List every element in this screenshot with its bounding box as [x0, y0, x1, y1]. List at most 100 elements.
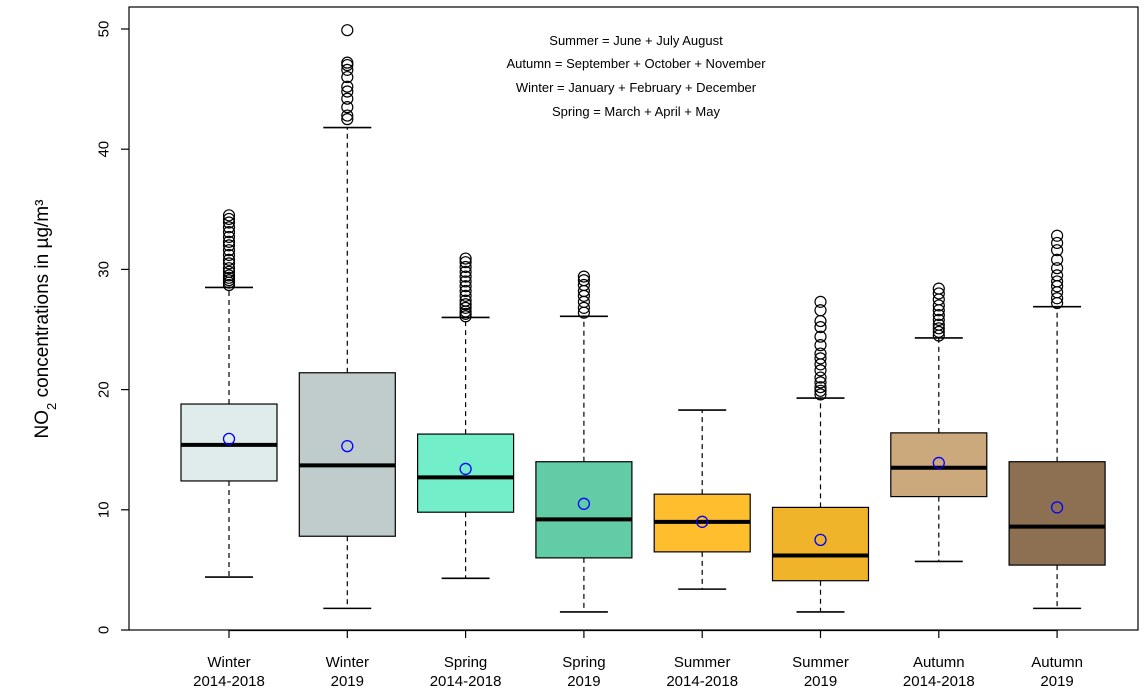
- outlier-point: [222, 230, 236, 244]
- outlier-point: [459, 298, 472, 311]
- y-tick-label: 50: [96, 21, 113, 38]
- outlier-point: [222, 235, 236, 248]
- box-group: [298, 24, 396, 610]
- plot-frame: [128, 6, 1139, 631]
- boxes: [180, 24, 1106, 613]
- outlier-point: [222, 216, 236, 229]
- box-iqr: [180, 403, 278, 482]
- outlier-point: [341, 80, 354, 93]
- outlier-point: [814, 352, 827, 365]
- box-group: [890, 282, 988, 563]
- outlier-point: [459, 256, 472, 269]
- outlier-point: [222, 262, 236, 275]
- box-iqr: [890, 432, 988, 498]
- outlier-point: [222, 244, 236, 257]
- x-tick-label-line2: 2019: [331, 673, 364, 690]
- y-tick-label: 20: [96, 381, 113, 398]
- box-group: [180, 209, 278, 578]
- mean-marker: [932, 456, 945, 470]
- outlier-point: [341, 92, 354, 105]
- outlier-point: [459, 284, 472, 298]
- outlier-point: [459, 289, 472, 302]
- outlier-point: [1050, 262, 1064, 275]
- outlier-point: [1050, 253, 1064, 266]
- outlier-point: [814, 388, 827, 401]
- outlier-point: [577, 301, 591, 314]
- x-tick-label-line1: Autumn: [913, 654, 965, 671]
- outlier-point: [814, 295, 827, 308]
- outlier-point: [814, 320, 827, 334]
- outlier-point: [341, 70, 354, 84]
- outlier-point: [459, 260, 472, 274]
- y-axis-label-suffix: concentrations in µg/m³: [32, 200, 53, 403]
- outlier-point: [222, 257, 236, 270]
- outlier-point: [341, 113, 354, 126]
- outlier-point: [341, 56, 354, 69]
- x-tick-label-line2: 2014-2018: [193, 673, 265, 690]
- outlier-point: [932, 299, 945, 312]
- outlier-point: [1050, 275, 1064, 288]
- x-tick-label-line2: 2019: [567, 673, 600, 690]
- outlier-point: [222, 253, 236, 266]
- outlier-point: [577, 270, 591, 283]
- season-definition-line: Summer = June + July August: [549, 33, 723, 48]
- y-tick-label: 10: [96, 501, 113, 518]
- outlier-point: [932, 313, 945, 326]
- mean-marker: [696, 515, 709, 528]
- box-group: [653, 409, 751, 590]
- box-iqr: [417, 433, 515, 513]
- outlier-point: [341, 109, 354, 122]
- x-axis-labels: Winter 2014-2018 Winter 2019 Spring 2014-2018…: [193, 629, 1083, 690]
- outlier-point: [222, 265, 236, 278]
- outlier-point: [814, 376, 827, 389]
- mean-marker: [341, 439, 354, 453]
- outlier-point: [1050, 229, 1064, 242]
- mean-marker: [1050, 501, 1064, 514]
- x-tick-label-line2: 2014-2018: [903, 673, 975, 690]
- mean-marker: [577, 497, 591, 510]
- outlier-point: [341, 63, 354, 76]
- outlier-point: [814, 384, 827, 397]
- outlier-point: [459, 280, 472, 293]
- outlier-point: [932, 308, 945, 322]
- outlier-point: [932, 287, 945, 300]
- mean-marker: [222, 432, 236, 446]
- box-group: [535, 270, 633, 613]
- mean-marker: [814, 533, 827, 546]
- outlier-point: [814, 347, 827, 360]
- outlier-point: [459, 265, 472, 278]
- box-iqr: [771, 506, 870, 582]
- box-group: [417, 252, 515, 580]
- outlier-point: [577, 278, 591, 292]
- outlier-point: [222, 209, 236, 222]
- outlier-point: [459, 301, 472, 314]
- x-tick-label-line1: Winter: [326, 654, 369, 671]
- y-axis: 0 10 20 30 40 50: [96, 21, 129, 634]
- outlier-point: [222, 248, 236, 262]
- x-tick-label-line1: Autumn: [1031, 654, 1083, 671]
- y-axis-label: NO2 concentrations in µg/m³: [32, 200, 59, 439]
- outlier-point: [459, 294, 472, 307]
- outlier-point: [222, 221, 236, 234]
- x-tick-label-line2: 2019: [804, 673, 837, 690]
- season-definitions: Summer = June + July August Autumn = Sept…: [506, 33, 766, 119]
- outlier-point: [932, 282, 945, 295]
- outlier-point: [222, 226, 236, 239]
- outlier-point: [222, 269, 236, 282]
- box-iqr: [298, 372, 396, 537]
- outlier-point: [932, 318, 945, 331]
- box-group: [1008, 229, 1106, 610]
- y-axis-label-prefix: NO: [32, 410, 53, 439]
- x-tick-label-line1: Spring: [444, 654, 487, 671]
- x-tick-label-line1: Summer: [792, 654, 849, 671]
- outlier-point: [341, 58, 354, 72]
- season-definition-line: Winter = January + February + December: [516, 80, 757, 95]
- x-tick-label-line2: 2014-2018: [666, 673, 738, 690]
- outlier-point: [1050, 244, 1064, 257]
- outlier-point: [814, 364, 827, 377]
- x-tick-label-line1: Summer: [674, 654, 731, 671]
- x-tick-label-line1: Spring: [562, 654, 605, 671]
- outlier-point: [932, 322, 945, 335]
- x-tick-label-line2: 2019: [1040, 673, 1073, 690]
